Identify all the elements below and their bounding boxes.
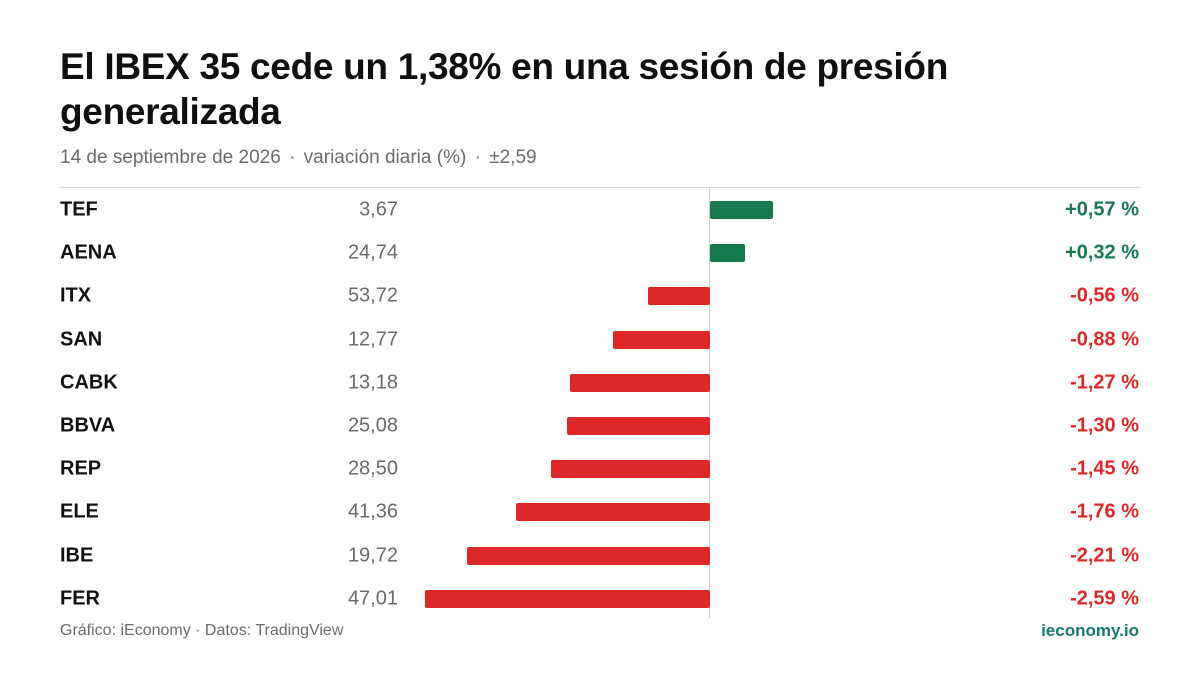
brand-link[interactable]: ieconomy.io xyxy=(1041,621,1139,640)
ticker-label: AENA xyxy=(60,241,117,264)
price-label: 47,01 xyxy=(347,587,398,610)
change-label: -2,59 % xyxy=(1070,587,1139,610)
subtitle-measure: variación diaria (%) xyxy=(303,147,467,168)
ticker-label: CABK xyxy=(60,371,118,394)
subtitle-range: ±2,59 xyxy=(489,147,537,168)
zero-axis-line xyxy=(709,188,710,618)
subtitle-date: 14 de septiembre de 2026 xyxy=(60,147,281,168)
bar-fer xyxy=(425,589,710,608)
header-divider xyxy=(60,187,1140,188)
ticker-label: IBE xyxy=(60,544,94,567)
bar-itx xyxy=(648,287,710,306)
change-label: -1,30 % xyxy=(1070,414,1139,437)
price-label: 28,50 xyxy=(347,457,398,480)
bar-tef xyxy=(710,201,773,219)
price-label: 53,72 xyxy=(347,284,398,307)
ticker-label: ELE xyxy=(60,500,99,523)
change-label: -0,56 % xyxy=(1070,284,1139,307)
bar-bbva xyxy=(567,417,710,435)
change-label: -1,45 % xyxy=(1070,457,1139,480)
change-label: -1,27 % xyxy=(1070,371,1139,394)
bar-ele xyxy=(516,503,710,522)
ticker-label: SAN xyxy=(60,328,103,351)
bar-san xyxy=(613,330,710,349)
ticker-label: BBVA xyxy=(60,414,116,437)
change-label: -2,21 % xyxy=(1070,544,1139,567)
subtitle-separator: · xyxy=(289,147,296,168)
price-label: 25,08 xyxy=(347,414,398,437)
bar-ibe xyxy=(466,546,710,565)
change-label: -0,88 % xyxy=(1070,328,1139,351)
bar-cabk xyxy=(570,373,710,392)
price-label: 24,74 xyxy=(347,241,398,264)
ticker-label: FER xyxy=(60,587,100,610)
chart-subtitle: 14 de septiembre de 2026 · variación dia… xyxy=(60,147,537,169)
price-label: 19,72 xyxy=(347,544,398,567)
change-label: +0,32 % xyxy=(1065,241,1139,264)
chart-title: El IBEX 35 cede un 1,38% en una sesión d… xyxy=(60,46,949,132)
price-label: 3,67 xyxy=(359,198,398,221)
price-label: 41,36 xyxy=(347,500,398,523)
price-label: 12,77 xyxy=(347,328,398,351)
change-label: +0,57 % xyxy=(1065,198,1139,221)
bar-rep xyxy=(550,460,710,479)
subtitle-separator: · xyxy=(474,147,481,168)
price-label: 13,18 xyxy=(347,371,398,394)
source-credit: Gráfico: iEconomy · Datos: TradingView xyxy=(60,622,344,639)
bar-aena xyxy=(710,244,746,263)
ticker-label: REP xyxy=(60,457,102,480)
ticker-label: TEF xyxy=(60,198,98,221)
change-label: -1,76 % xyxy=(1070,500,1139,523)
ticker-label: ITX xyxy=(60,284,92,307)
